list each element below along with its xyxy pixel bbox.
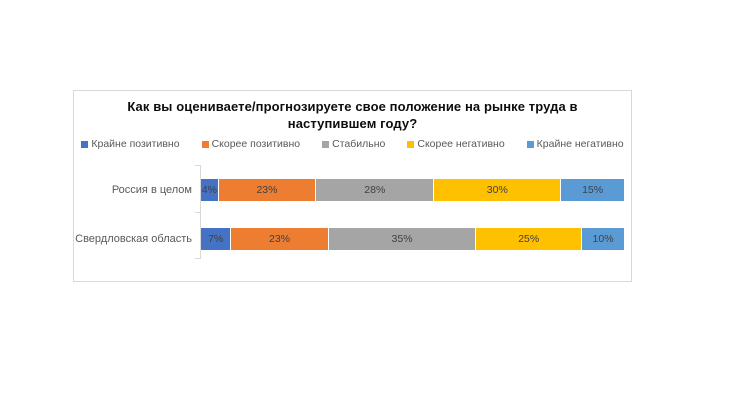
chart-title-line2: наступившем году? (287, 116, 418, 131)
legend-item: Крайне негативно (526, 138, 624, 150)
axis-tick (195, 212, 200, 213)
legend-label: Крайне позитивно (91, 138, 180, 150)
bar-segment: 28% (315, 179, 434, 201)
bar-segment: 30% (433, 179, 561, 201)
legend-swatch-icon (81, 140, 89, 148)
plot-area: Россия в целом 4% 23% 28% 30% 15% Свердловская… (74, 165, 631, 259)
legend-swatch-icon (322, 140, 330, 148)
bar-segment: 10% (581, 228, 625, 250)
bar-segment: 23% (230, 228, 328, 250)
bar-row: Свердловская область 7% 23% 35% 25% 10% (74, 228, 631, 250)
chart-panel: Как вы оцениваете/прогнозируете свое пол… (73, 90, 632, 282)
bar-segment: 23% (217, 179, 316, 201)
bar-segment: 4% (201, 179, 218, 201)
data-label: 23% (256, 184, 278, 196)
legend-swatch-icon (526, 140, 534, 148)
legend-label: Крайне негативно (536, 138, 624, 150)
chart-title: Как вы оцениваете/прогнозируете свое пол… (74, 98, 631, 132)
data-label: 35% (391, 233, 413, 245)
data-label: 28% (364, 184, 386, 196)
stacked-bar: 4% 23% 28% 30% 15% (201, 179, 624, 201)
chart-title-line1: Как вы оцениваете/прогнозируете свое пол… (127, 99, 578, 114)
data-label: 23% (269, 233, 291, 245)
legend-label: Скорее негативно (417, 138, 505, 150)
legend-label: Стабильно (332, 138, 386, 150)
data-label: 30% (486, 184, 508, 196)
legend: Крайне позитивно Скорее позитивно Стабильн… (74, 138, 631, 150)
legend-item: Скорее позитивно (201, 138, 301, 150)
axis-tick (195, 165, 200, 166)
bar-segment: 15% (560, 179, 624, 201)
data-label: 25% (518, 233, 540, 245)
legend-swatch-icon (407, 140, 415, 148)
legend-label: Скорее позитивно (211, 138, 301, 150)
axis-tick (195, 258, 200, 259)
bar-segment: 25% (475, 228, 582, 250)
bar-segment: 35% (327, 228, 476, 250)
y-axis-line (200, 165, 201, 259)
legend-item: Крайне позитивно (81, 138, 180, 150)
stacked-bar: 7% 23% 35% 25% 10% (201, 228, 625, 250)
data-label: 7% (208, 233, 224, 245)
data-label: 10% (592, 233, 614, 245)
bar-segment: 7% (201, 228, 231, 250)
data-label: 15% (582, 184, 604, 196)
data-label: 4% (201, 184, 217, 196)
legend-item: Стабильно (322, 138, 385, 150)
legend-swatch-icon (201, 140, 209, 148)
legend-item: Скорее негативно (407, 138, 505, 150)
bar-row: Россия в целом 4% 23% 28% 30% 15% (74, 179, 631, 201)
category-label: Свердловская область (75, 233, 192, 245)
category-label: Россия в целом (111, 184, 192, 196)
